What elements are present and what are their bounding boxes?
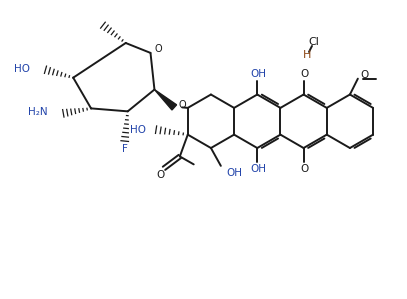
Text: H₂N: H₂N [28, 107, 48, 117]
Text: O: O [155, 44, 162, 54]
Text: OH: OH [250, 69, 266, 79]
Text: HO: HO [13, 64, 30, 74]
Text: O: O [300, 164, 309, 174]
Text: HO: HO [130, 125, 146, 135]
Text: O: O [300, 69, 309, 79]
Text: OH: OH [227, 168, 243, 178]
Text: OH: OH [250, 164, 266, 174]
Text: F: F [122, 144, 128, 154]
Text: H: H [303, 50, 311, 60]
Text: O: O [178, 100, 186, 110]
Text: O: O [361, 70, 369, 80]
Text: O: O [156, 170, 164, 180]
Polygon shape [155, 90, 177, 110]
Text: Cl: Cl [309, 37, 319, 47]
